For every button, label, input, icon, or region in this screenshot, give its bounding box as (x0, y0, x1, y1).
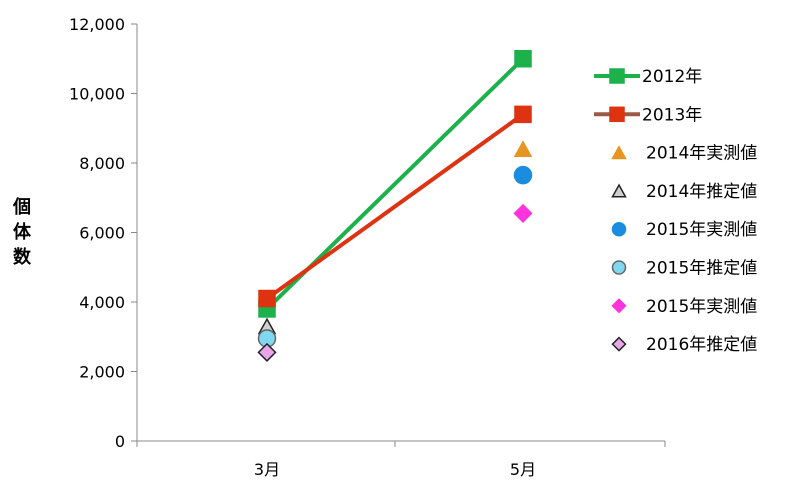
legend-label: 2014年推定値 (646, 182, 757, 202)
data-point (258, 289, 276, 308)
legend-item: 2014年推定値 (611, 182, 757, 202)
legend-label: 2016年推定値 (646, 335, 757, 355)
x-tick-label: 5月 (510, 460, 536, 479)
legend-marker (609, 106, 625, 123)
x-tick-label: 3月 (254, 460, 280, 479)
data-point (257, 342, 277, 362)
series-2 (513, 140, 533, 158)
series-4 (513, 165, 533, 185)
axes: 0 2,000 4,000 6,000 8,000 10,000 12,000 3月 5月 (69, 15, 666, 479)
legend: 2012年 2013年 2014年実測値 2014年推定値 2015年実測値 2015年推… (594, 67, 757, 355)
legend-item: 2013年 (594, 105, 702, 125)
legend-item: 2015年推定値 (611, 259, 757, 279)
y-axis-label-char: 個 (12, 197, 31, 218)
legend-label: 2012年 (642, 67, 702, 87)
legend-item: 2016年推定値 (611, 335, 757, 355)
legend-item: 2015年実測値 (611, 220, 757, 240)
legend-label: 2015年実測値 (646, 220, 757, 240)
legend-label: 2014年実測値 (646, 144, 757, 164)
legend-marker (611, 298, 627, 314)
y-tick-label: 2,000 (79, 363, 125, 382)
legend-label: 2013年 (642, 105, 702, 125)
data-point (514, 105, 532, 124)
legend-label: 2015年実測値 (646, 297, 757, 317)
series-1 (258, 105, 532, 308)
legend-marker (609, 68, 625, 84)
series-layer (257, 50, 533, 362)
y-tick-label: 12,000 (69, 15, 125, 34)
y-tick-label: 6,000 (79, 224, 125, 243)
legend-marker (611, 183, 627, 198)
y-tick-label: 0 (115, 432, 125, 451)
data-point (513, 165, 533, 185)
y-axis-label-char: 数 (13, 246, 32, 268)
legend-item: 2015年実測値 (611, 297, 757, 317)
y-tick-label: 10,000 (69, 85, 125, 104)
series-line (265, 112, 525, 301)
y-axis-label-char: 体 (13, 221, 32, 243)
data-point (513, 140, 533, 158)
y-tick-label: 8,000 (79, 154, 125, 173)
series-6 (513, 203, 533, 223)
y-axis-label: 個体数 (12, 197, 32, 268)
data-point (513, 203, 533, 223)
legend-item: 2014年実測値 (611, 144, 757, 164)
legend-marker (611, 145, 627, 160)
legend-marker (611, 336, 627, 352)
legend-label: 2015年推定値 (646, 259, 757, 279)
legend-marker (611, 260, 627, 275)
y-tick-label: 4,000 (79, 293, 125, 312)
legend-item: 2012年 (594, 67, 702, 87)
data-point (514, 50, 532, 68)
series-7 (257, 342, 277, 362)
legend-marker (611, 221, 627, 237)
